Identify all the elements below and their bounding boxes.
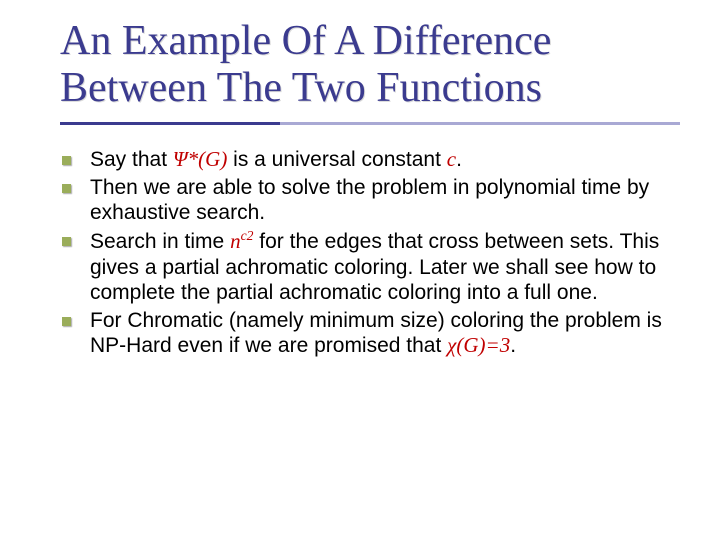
bullet-text: . <box>510 334 516 357</box>
list-item: For Chromatic (namely minimum size) colo… <box>90 308 680 359</box>
divider-light-segment <box>280 122 680 125</box>
math-superscript: c2 <box>241 228 254 243</box>
math-expression: Ψ*(G) <box>173 147 227 171</box>
divider-dark-segment <box>60 122 280 125</box>
bullet-text: Search in time <box>90 230 230 253</box>
bullet-list: Say that Ψ*(G) is a universal constant c… <box>60 147 680 359</box>
list-item: Search in time nc2 for the edges that cr… <box>90 228 680 306</box>
math-variable: c <box>447 147 456 171</box>
list-item: Say that Ψ*(G) is a universal constant c… <box>90 147 680 173</box>
bullet-text: Say that <box>90 148 173 171</box>
bullet-text: For Chromatic (namely minimum size) colo… <box>90 309 662 358</box>
title-divider <box>60 122 680 125</box>
bullet-text: . <box>456 148 462 171</box>
list-item: Then we are able to solve the problem in… <box>90 175 680 226</box>
slide-title: An Example Of A Difference Between The T… <box>60 18 680 112</box>
math-expression: χ(G)=3 <box>447 333 510 357</box>
bullet-text: is a universal constant <box>227 148 446 171</box>
math-variable: n <box>230 229 241 253</box>
bullet-text: Then we are able to solve the problem in… <box>90 176 649 225</box>
